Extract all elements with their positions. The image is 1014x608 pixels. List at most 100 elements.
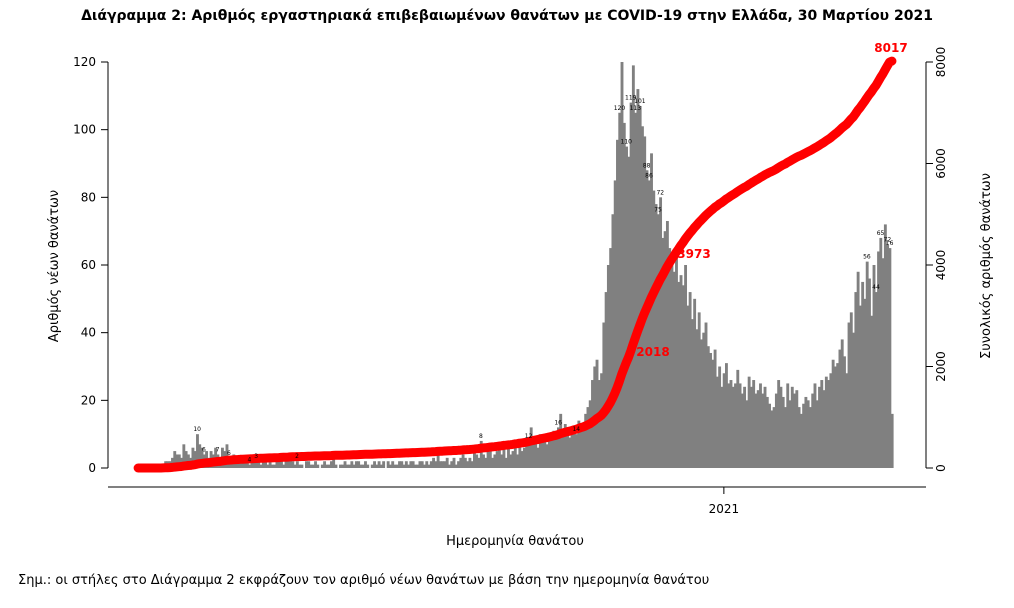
bar [606, 265, 610, 468]
bar-label: 120 [614, 105, 626, 112]
bar [774, 393, 778, 468]
bar [602, 322, 606, 468]
bar [629, 102, 633, 468]
bar [329, 461, 333, 468]
left-tick-label: 60 [81, 258, 96, 272]
bar [466, 461, 470, 468]
bar [500, 454, 504, 468]
bar [248, 464, 252, 468]
bar [375, 464, 379, 468]
bar [824, 376, 828, 468]
bar [236, 461, 240, 468]
bar [886, 244, 890, 468]
bar [241, 461, 245, 468]
bar [502, 444, 506, 468]
bar [305, 461, 308, 468]
bar [177, 454, 181, 468]
bar [856, 271, 860, 468]
bar [559, 413, 563, 468]
right-axis: 0 2000 4000 6000 8000 [925, 47, 948, 472]
bar [295, 461, 299, 468]
bar [525, 437, 529, 468]
bar [536, 447, 540, 468]
bar-label: 6 [202, 446, 206, 453]
bar [520, 451, 524, 468]
bar [770, 410, 774, 468]
bar [725, 363, 728, 468]
bar [339, 464, 342, 468]
footnote: Σημ.: οι στήλες στο Διάγραμμα 2 εκφράζου… [18, 573, 710, 588]
bar [722, 373, 726, 468]
bar [468, 457, 472, 468]
bar [470, 461, 474, 468]
bar-label: 8 [479, 433, 483, 440]
bar [829, 373, 833, 468]
bar [541, 440, 544, 468]
bar [418, 461, 422, 468]
bar [450, 461, 454, 468]
bar [736, 369, 740, 468]
bar [743, 386, 747, 468]
bar [432, 457, 436, 468]
bar [795, 390, 799, 468]
bar [752, 380, 756, 468]
bar-label: 113 [630, 105, 642, 112]
bar [781, 396, 785, 468]
bar [672, 271, 676, 468]
bar-label: 4 [247, 457, 251, 464]
bar [309, 464, 313, 468]
left-tick-label: 40 [81, 326, 96, 340]
bar [763, 386, 767, 468]
bar [765, 396, 769, 468]
bar [838, 349, 842, 468]
bar [863, 298, 867, 468]
bar [634, 112, 638, 468]
bar [609, 248, 613, 468]
bar [495, 451, 499, 468]
bar [345, 464, 349, 468]
bar [477, 457, 481, 468]
bar [702, 332, 706, 468]
bar [361, 464, 365, 468]
bar [858, 305, 862, 468]
bar [861, 281, 865, 468]
bar [645, 170, 649, 468]
bar-label: 2 [295, 453, 299, 460]
bar [491, 457, 495, 468]
bar [654, 204, 658, 468]
left-tick-label: 80 [81, 190, 96, 204]
cumulative-curve-layer [133, 56, 897, 473]
bar [273, 464, 277, 468]
bar-label: 56 [863, 254, 871, 261]
right-tick-label: 2000 [934, 351, 948, 382]
bar [749, 386, 753, 468]
bar [883, 224, 887, 468]
bar [482, 454, 485, 468]
bar [888, 248, 892, 468]
bar [293, 464, 297, 468]
bar [804, 396, 808, 468]
bar [679, 275, 683, 468]
bar [493, 454, 497, 468]
bar [734, 383, 737, 468]
bar [377, 461, 381, 468]
bars-layer [161, 62, 894, 469]
bar [620, 62, 624, 468]
bar [799, 413, 803, 468]
bar [196, 434, 199, 468]
bar [797, 407, 801, 468]
bar [622, 122, 626, 469]
y2-axis-label: Συνολικός αριθμός θανάτων [979, 173, 994, 359]
bar [200, 447, 204, 468]
bar [695, 329, 699, 468]
bar [718, 366, 722, 468]
bar [865, 261, 869, 468]
bar [391, 461, 395, 468]
left-tick-label: 0 [88, 461, 96, 475]
bar [747, 376, 751, 468]
bar-label: 16 [886, 240, 894, 247]
bar [497, 447, 501, 468]
bar [745, 400, 749, 468]
right-tick-label: 4000 [934, 250, 948, 281]
